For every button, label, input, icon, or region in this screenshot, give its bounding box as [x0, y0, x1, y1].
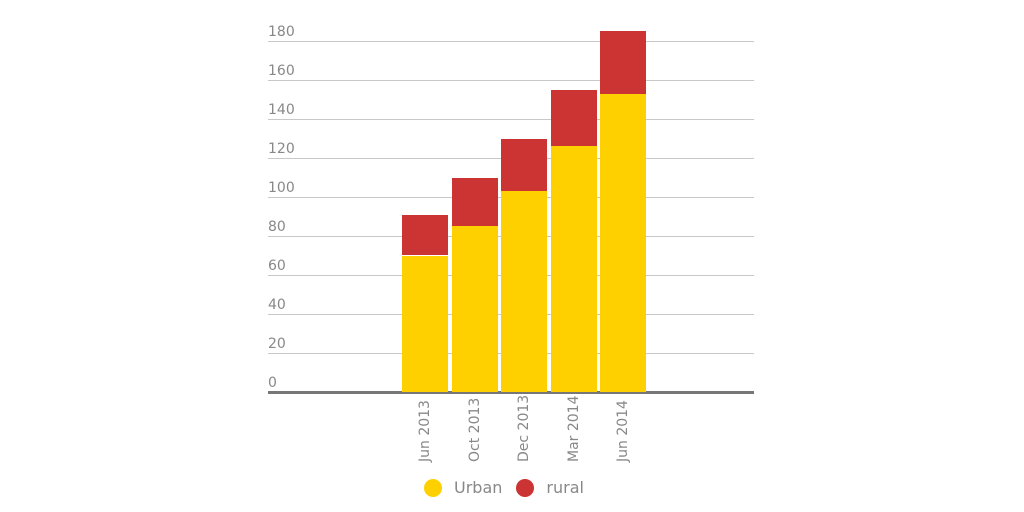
urban-swatch-icon	[424, 478, 442, 497]
y-tick-label: 60	[268, 258, 286, 274]
bar-segment-urban	[550, 146, 597, 392]
bar-segment-urban	[501, 191, 547, 392]
y-tick-label: 180	[268, 24, 295, 40]
bar-oct-2013	[451, 0, 498, 512]
legend-item-urban: Urban	[424, 478, 502, 497]
bar-segment-rural	[451, 177, 498, 227]
legend-label-rural: rural	[546, 478, 584, 497]
x-tick-label: Dec 2013	[516, 394, 532, 462]
gridline	[268, 41, 754, 42]
x-axis-line	[268, 391, 754, 394]
gridline	[268, 119, 754, 120]
x-tick-label: Jun 2013	[417, 400, 433, 462]
y-tick-label: 80	[268, 219, 286, 235]
chart-legend: Urban rural	[424, 478, 598, 497]
legend-label-urban: Urban	[454, 478, 503, 497]
y-tick-label: 20	[268, 336, 286, 352]
chart-plot-area: 0 20 40 60 80 100 120 140 160 180 Jun 2013 Oct 2013…	[268, 0, 754, 512]
y-tick-label: 0	[268, 375, 277, 391]
bar-jun-2014	[600, 0, 646, 512]
x-tick-label: Mar 2014	[565, 395, 582, 463]
bar-segment-rural	[550, 89, 597, 147]
y-tick-label: 140	[268, 102, 295, 118]
y-tick-label: 40	[268, 297, 286, 313]
bar-segment-rural	[600, 31, 646, 94]
bar-segment-urban	[600, 93, 646, 392]
x-tick-label: Oct 2013	[466, 397, 483, 462]
gridline	[268, 80, 754, 81]
bar-segment-urban	[402, 255, 448, 392]
bar-dec-2013	[501, 0, 547, 512]
bar-segment-urban	[451, 226, 498, 392]
rural-swatch-icon	[516, 478, 535, 497]
x-tick-label: Jun 2014	[615, 400, 631, 462]
bar-mar-2014	[550, 0, 597, 512]
y-tick-label: 160	[268, 63, 295, 79]
bar-segment-rural	[501, 138, 547, 192]
y-tick-label: 120	[268, 141, 295, 157]
bar-segment-rural	[402, 214, 448, 256]
y-tick-label: 100	[268, 180, 295, 196]
legend-item-rural: rural	[516, 478, 584, 497]
bar-jun-2013	[402, 0, 448, 512]
